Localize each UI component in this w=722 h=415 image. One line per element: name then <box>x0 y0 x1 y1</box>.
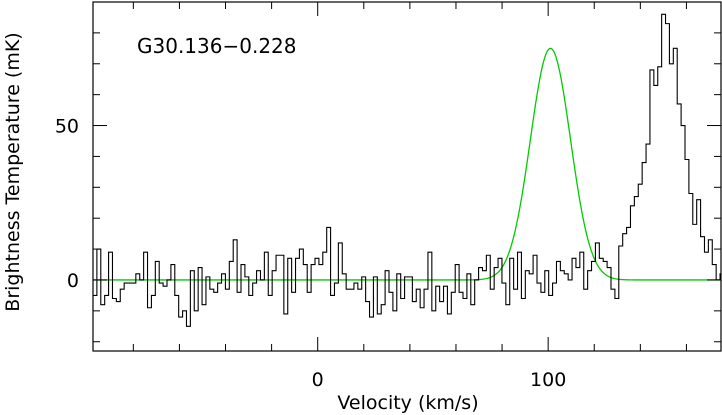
plot-area <box>93 13 721 327</box>
source-annotation: G30.136−0.228 <box>137 34 297 58</box>
tick-labels: 0 100 0 50 <box>55 116 566 391</box>
y-tick-label: 50 <box>55 116 79 138</box>
ticks <box>93 1 721 351</box>
x-axis-label: Velocity (km/s) <box>337 392 478 414</box>
x-tick-label: 0 <box>312 369 324 391</box>
spectrum-histogram <box>93 13 721 327</box>
plot-frame <box>92 1 722 352</box>
y-tick-label: 0 <box>67 270 79 292</box>
x-tick-label: 100 <box>530 369 566 391</box>
gaussian-fit-line <box>93 47 721 281</box>
y-axis-label: Brightness Temperature (mK) <box>2 32 24 311</box>
